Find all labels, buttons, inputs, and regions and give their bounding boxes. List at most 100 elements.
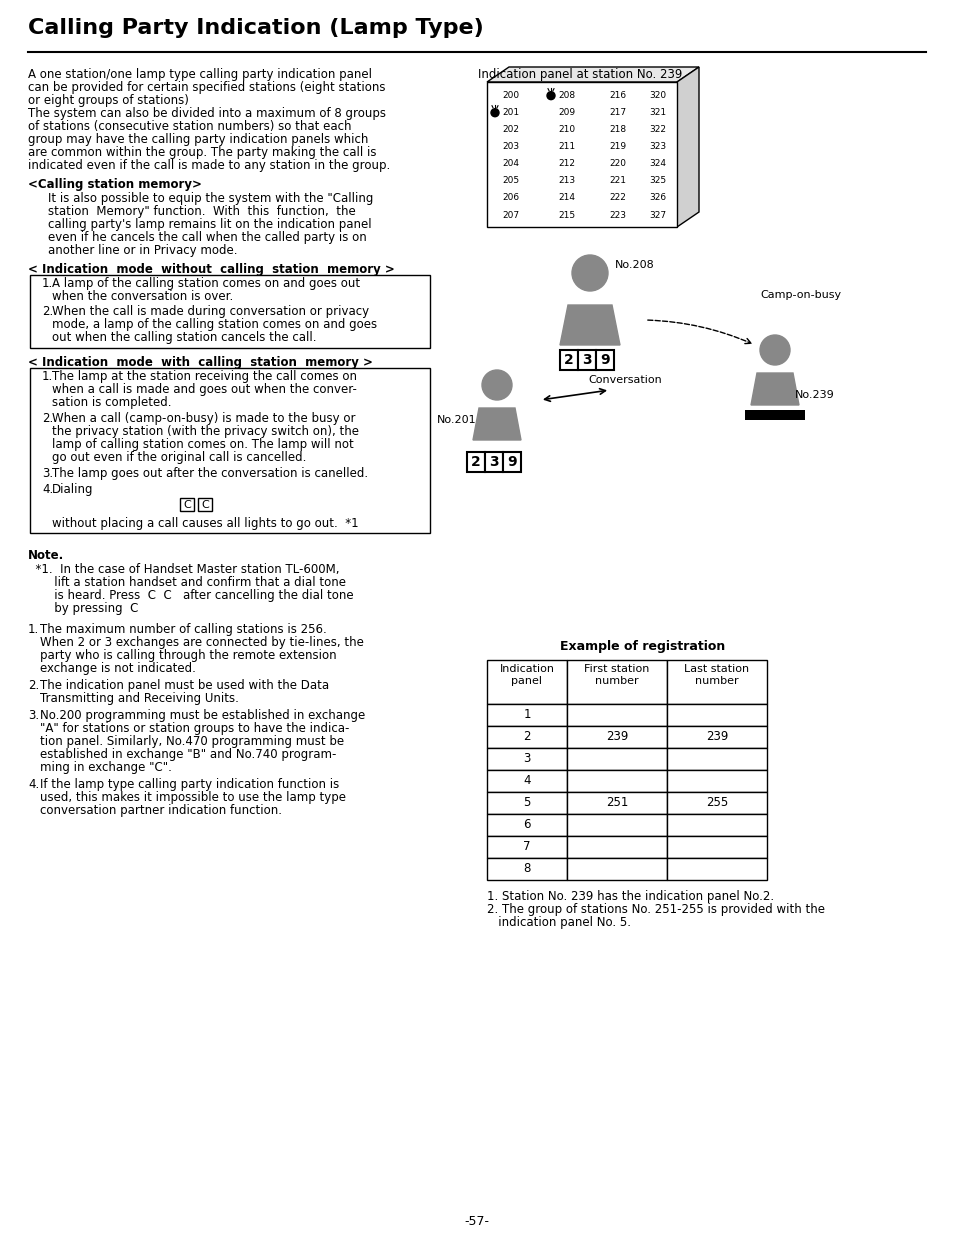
Bar — [486, 858, 566, 881]
Text: 239: 239 — [605, 730, 627, 743]
Bar — [486, 726, 566, 748]
Text: 203: 203 — [501, 142, 518, 152]
Text: 222: 222 — [608, 194, 625, 203]
Text: 205: 205 — [501, 177, 518, 185]
Text: <Calling station memory>: <Calling station memory> — [28, 178, 202, 191]
Text: Camp-on-busy: Camp-on-busy — [760, 290, 841, 300]
Text: sation is completed.: sation is completed. — [52, 396, 172, 409]
Bar — [666, 814, 766, 836]
Text: 326: 326 — [648, 194, 665, 203]
Bar — [566, 769, 666, 792]
Bar — [559, 350, 578, 370]
Bar — [30, 275, 430, 348]
Bar — [180, 498, 193, 511]
Text: 1.: 1. — [42, 277, 53, 290]
Bar — [30, 368, 430, 534]
Bar — [566, 726, 666, 748]
Bar — [744, 410, 804, 420]
Text: tion panel. Similarly, No.470 programming must be: tion panel. Similarly, No.470 programmin… — [40, 735, 344, 748]
Text: 3.: 3. — [28, 709, 39, 722]
Bar — [566, 659, 666, 704]
Text: 6: 6 — [522, 819, 530, 831]
Text: 208: 208 — [558, 91, 575, 100]
Text: 3: 3 — [523, 752, 530, 766]
Text: Conversation: Conversation — [587, 375, 661, 385]
Text: 2.: 2. — [28, 679, 39, 692]
Text: when a call is made and goes out when the conver-: when a call is made and goes out when th… — [52, 383, 356, 396]
Bar — [486, 748, 566, 769]
Text: conversation partner indication function.: conversation partner indication function… — [40, 804, 282, 818]
Bar — [566, 704, 666, 726]
Text: 323: 323 — [648, 142, 665, 152]
Text: 204: 204 — [501, 159, 518, 168]
Text: 209: 209 — [558, 109, 575, 117]
Text: 214: 214 — [558, 194, 575, 203]
Text: When the call is made during conversation or privacy: When the call is made during conversatio… — [52, 305, 369, 317]
Polygon shape — [750, 373, 799, 405]
Text: party who is calling through the remote extension: party who is calling through the remote … — [40, 650, 336, 662]
Bar — [566, 748, 666, 769]
Text: 1. Station No. 239 has the indication panel No.2.: 1. Station No. 239 has the indication pa… — [486, 890, 773, 903]
Text: 8: 8 — [523, 862, 530, 876]
Text: 2.: 2. — [42, 412, 53, 425]
Bar — [666, 726, 766, 748]
Text: 206: 206 — [501, 194, 518, 203]
Text: or eight groups of stations): or eight groups of stations) — [28, 94, 189, 107]
Text: *1.  In the case of Handset Master station TL-600M,: *1. In the case of Handset Master statio… — [28, 563, 339, 576]
Text: without placing a call causes all lights to go out.  *1: without placing a call causes all lights… — [52, 517, 358, 530]
Text: 7: 7 — [522, 841, 530, 853]
Bar — [486, 704, 566, 726]
Text: A one station/one lamp type calling party indication panel: A one station/one lamp type calling part… — [28, 68, 372, 82]
Text: 4.: 4. — [28, 778, 39, 790]
Bar — [566, 858, 666, 881]
Text: 201: 201 — [501, 109, 518, 117]
Text: of stations (consecutive station numbers) so that each: of stations (consecutive station numbers… — [28, 120, 351, 133]
Text: 320: 320 — [648, 91, 665, 100]
Bar — [484, 452, 502, 472]
Text: It is also possible to equip the system with the "Calling: It is also possible to equip the system … — [48, 191, 373, 205]
Text: The indication panel must be used with the Data: The indication panel must be used with t… — [40, 679, 329, 692]
Text: 217: 217 — [608, 109, 625, 117]
Text: 221: 221 — [608, 177, 625, 185]
Text: 223: 223 — [608, 210, 625, 220]
Text: out when the calling station cancels the call.: out when the calling station cancels the… — [52, 331, 316, 345]
Text: another line or in Privacy mode.: another line or in Privacy mode. — [48, 245, 237, 257]
Text: The lamp at the station receiving the call comes on: The lamp at the station receiving the ca… — [52, 370, 356, 383]
Text: used, this makes it impossible to use the lamp type: used, this makes it impossible to use th… — [40, 790, 346, 804]
Text: Indication: Indication — [499, 664, 554, 674]
Bar — [666, 748, 766, 769]
Text: < Indication  mode  without  calling  station  memory >: < Indication mode without calling statio… — [28, 263, 395, 275]
Text: -57-: -57- — [464, 1215, 489, 1228]
Bar — [486, 792, 566, 814]
Text: group may have the calling party indication panels which: group may have the calling party indicat… — [28, 133, 368, 146]
Text: 322: 322 — [648, 125, 665, 135]
Text: 210: 210 — [558, 125, 575, 135]
Text: When 2 or 3 exchanges are connected by tie-lines, the: When 2 or 3 exchanges are connected by t… — [40, 636, 363, 650]
Circle shape — [572, 254, 607, 291]
Bar — [502, 452, 520, 472]
Bar — [566, 814, 666, 836]
Text: number: number — [695, 676, 738, 685]
Polygon shape — [473, 408, 520, 440]
Text: The maximum number of calling stations is 256.: The maximum number of calling stations i… — [40, 622, 327, 636]
Bar — [467, 452, 484, 472]
Text: < Indication  mode  with  calling  station  memory >: < Indication mode with calling station m… — [28, 356, 373, 369]
Bar — [596, 350, 614, 370]
Bar — [486, 769, 566, 792]
Text: 202: 202 — [501, 125, 518, 135]
Text: Last station: Last station — [683, 664, 749, 674]
Text: number: number — [595, 676, 639, 685]
Text: When a call (camp-on-busy) is made to the busy or: When a call (camp-on-busy) is made to th… — [52, 412, 355, 425]
Text: 9: 9 — [599, 353, 609, 367]
Text: No.208: No.208 — [615, 261, 654, 270]
Text: "A" for stations or station groups to have the indica-: "A" for stations or station groups to ha… — [40, 722, 349, 735]
Text: 1.: 1. — [28, 622, 39, 636]
Text: No.200 programming must be established in exchange: No.200 programming must be established i… — [40, 709, 365, 722]
Text: station  Memory" function.  With  this  function,  the: station Memory" function. With this func… — [48, 205, 355, 219]
Text: 2: 2 — [522, 730, 530, 743]
Text: Example of registration: Example of registration — [559, 640, 724, 653]
Text: is heard. Press  C  C   after cancelling the dial tone: is heard. Press C C after cancelling the… — [28, 589, 354, 601]
Bar — [666, 659, 766, 704]
Text: 325: 325 — [648, 177, 665, 185]
Text: 219: 219 — [608, 142, 625, 152]
